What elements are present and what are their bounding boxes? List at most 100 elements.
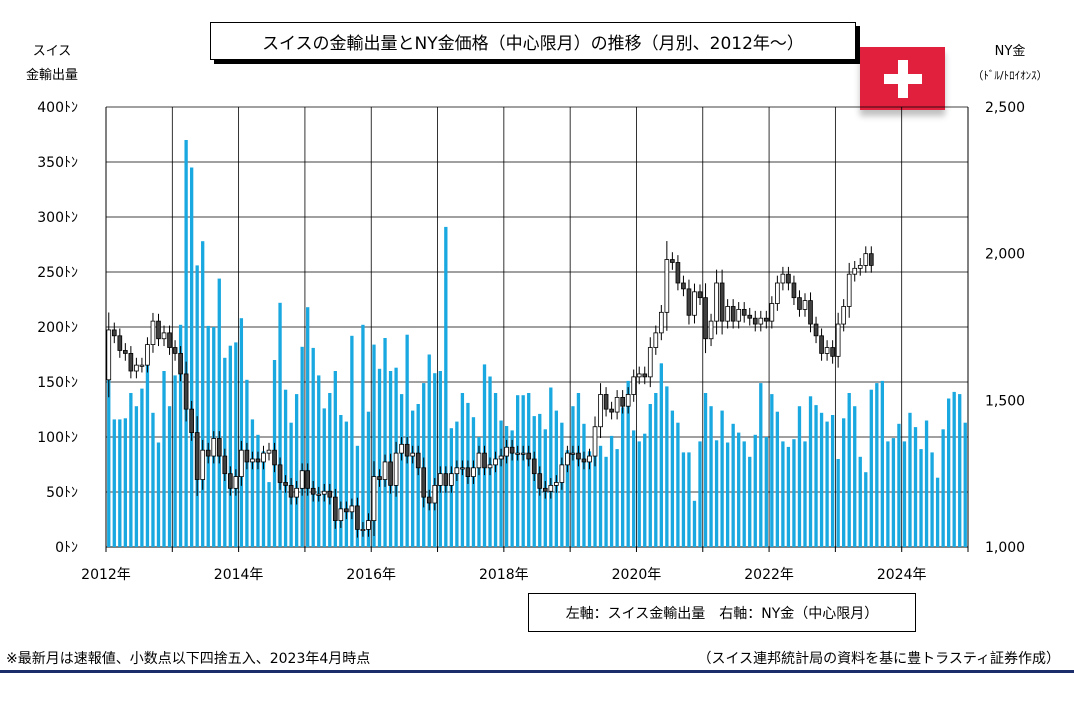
gold-candle-body [587, 455, 592, 463]
export-bar [687, 452, 691, 547]
export-bar [725, 442, 730, 547]
export-bar [510, 430, 514, 547]
gold-candle-body [565, 452, 570, 466]
gold-candle-body [631, 376, 637, 395]
left-tick-label: 400ﾄﾝ [37, 100, 78, 116]
export-bar [830, 415, 835, 547]
gold-candle-body [697, 291, 703, 299]
gold-candle-body [399, 443, 404, 454]
export-bar [107, 379, 111, 547]
gold-candle-body [830, 347, 835, 357]
export-bar [317, 375, 321, 547]
gold-candle-body [686, 288, 692, 316]
gold-candle-body [145, 344, 150, 366]
gold-candle-body [620, 396, 625, 407]
gold-candle-body [111, 329, 117, 337]
left-tick-label: 150ﾄﾝ [37, 375, 78, 391]
gold-candle-body [139, 364, 145, 367]
left-tick-label: 50ﾄﾝ [46, 485, 78, 501]
left-tick-label: 250ﾄﾝ [37, 265, 78, 281]
gold-candle-body [106, 329, 112, 381]
export-bar [626, 380, 630, 547]
export-bar [886, 441, 890, 547]
gold-candle-body [808, 300, 813, 325]
export-bar [908, 412, 912, 547]
export-bar [444, 226, 448, 547]
export-bar [924, 420, 929, 547]
gold-candle-body [460, 467, 465, 470]
gold-candle-body [747, 314, 753, 319]
right-tick-label: 1,000 [985, 540, 1025, 556]
export-bar [366, 411, 371, 547]
gold-candle-body [332, 496, 338, 521]
export-bar [869, 389, 873, 547]
gold-candle-body [647, 347, 653, 378]
export-bar [283, 389, 288, 547]
export-bar [294, 394, 299, 547]
export-bar [952, 391, 956, 547]
export-bar [156, 442, 161, 547]
gold-candle-body [636, 373, 642, 378]
gold-candle-body [741, 308, 747, 316]
export-bar [123, 418, 127, 547]
export-bar [438, 371, 442, 547]
gold-candle-body [205, 449, 211, 457]
gold-candle-body [664, 259, 670, 313]
export-bar [228, 345, 232, 547]
gold-candle-body [471, 467, 476, 477]
export-bar [140, 388, 144, 547]
gold-candle-body [288, 484, 294, 498]
source-note: （スイス連邦統計局の資料を基に豊トラスティ証券作成） [697, 651, 1060, 667]
gold-candle-body [415, 452, 421, 469]
export-bar [698, 441, 702, 547]
gold-candle-body [824, 347, 830, 354]
export-bar [416, 404, 420, 547]
gold-candle-body [388, 461, 393, 486]
export-bar [814, 405, 818, 547]
gold-candle-body [576, 452, 581, 460]
export-bar [858, 456, 862, 547]
export-bar [643, 433, 647, 547]
gold-candle-body [625, 394, 631, 407]
export-bar [853, 406, 857, 547]
export-bar [521, 395, 525, 547]
gold-candle-body [172, 347, 178, 354]
export-bar [145, 354, 150, 547]
gold-candle-body [841, 306, 847, 325]
right-tick-label: 2,000 [985, 247, 1025, 263]
export-bar [913, 427, 918, 547]
export-bar [665, 386, 669, 547]
gold-candle-body [437, 473, 443, 486]
export-bar [797, 406, 802, 547]
gold-candle-body [404, 443, 410, 457]
export-bar [549, 387, 553, 547]
gold-candle-body [498, 455, 504, 460]
right-axis-title: NY金 （ﾄﾞﾙ/ﾄﾛｲｵﾝｽ） [958, 40, 1062, 88]
export-bar [742, 441, 746, 547]
export-bar [372, 344, 376, 547]
right-tick-label: 2,500 [985, 100, 1025, 116]
gold-candle-body [493, 458, 498, 466]
export-bar [720, 410, 724, 547]
export-bar [737, 432, 741, 547]
export-bar [670, 410, 675, 547]
export-bar [786, 446, 791, 547]
gold-candle-body [653, 332, 659, 348]
gold-candle-body [675, 262, 681, 284]
export-bar [571, 406, 575, 547]
export-bar [306, 307, 310, 547]
export-bar [383, 338, 387, 547]
gold-candle-body [117, 335, 123, 351]
x-tick-label: 2022年 [744, 567, 794, 583]
gold-candle-body [465, 467, 471, 477]
gold-candle-body [432, 484, 438, 504]
export-bar [576, 393, 581, 547]
gold-candle-body [857, 264, 863, 269]
gold-candle-body [194, 432, 200, 480]
export-bar [947, 398, 951, 547]
x-tick-label: 2016年 [346, 567, 396, 583]
gold-candle-body [769, 303, 775, 322]
gold-candle-body [349, 505, 355, 513]
export-bar [604, 456, 608, 547]
export-bar [637, 441, 641, 547]
